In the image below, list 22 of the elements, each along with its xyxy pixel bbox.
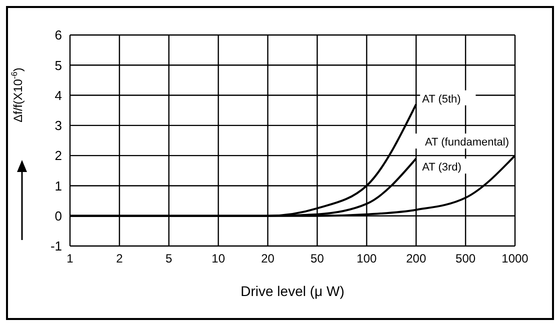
y-tick-label: 4	[54, 88, 62, 103]
y-tick-label: 5	[54, 58, 62, 73]
y-tick-label: 0	[54, 208, 62, 224]
y-tick-label: 2	[54, 148, 62, 164]
y-tick-label: -1	[50, 238, 62, 254]
y-tick-label: 1	[54, 178, 62, 194]
x-tick-label: 1	[66, 252, 74, 266]
x-tick-label: 20	[261, 252, 275, 266]
x-tick-label: 2	[116, 252, 124, 266]
x-tick-label: 500	[456, 252, 476, 266]
x-tick-label: 1000	[502, 252, 529, 266]
x-tick-label: 5	[166, 252, 173, 266]
y-tick-label: 3	[54, 118, 62, 134]
series-label: AT (3rd)	[422, 162, 462, 174]
x-axis-title: Drive level (μ W)	[240, 283, 344, 299]
x-tick-label: 200	[406, 252, 426, 266]
series-label: AT (5th)	[422, 93, 461, 106]
x-tick-label: 100	[356, 252, 377, 266]
series-label: AT (fundamental)	[425, 136, 509, 149]
x-tick-label: 10	[212, 252, 226, 266]
x-tick-label: 50	[310, 252, 324, 266]
y-tick-label: 6	[54, 28, 62, 43]
